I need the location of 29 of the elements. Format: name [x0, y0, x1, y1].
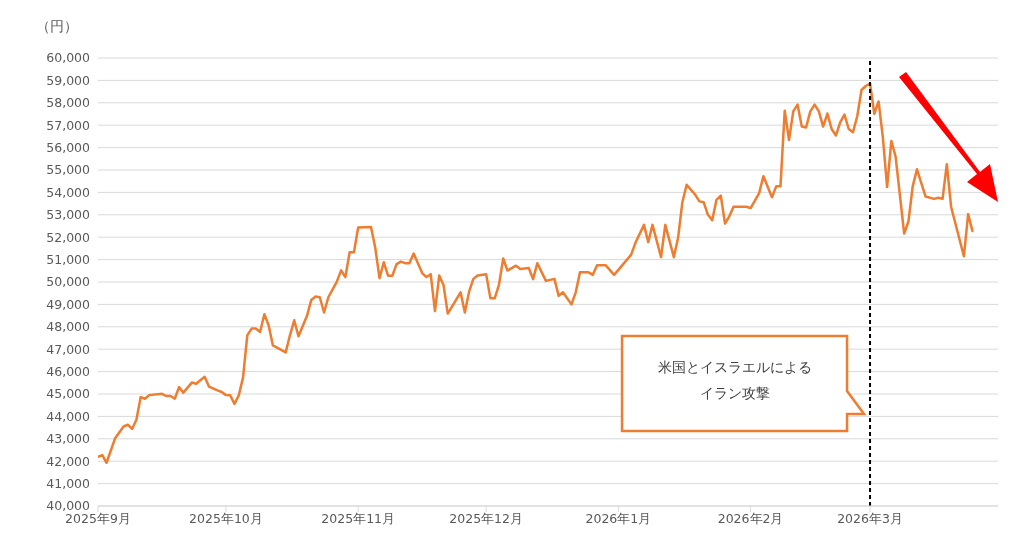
y-tick-label: 59,000 — [46, 72, 91, 88]
y-tick-label: 46,000 — [46, 364, 91, 380]
y-tick-label: 57,000 — [46, 117, 91, 133]
y-tick-label: 55,000 — [46, 162, 91, 178]
y-tick-label: 47,000 — [46, 341, 91, 357]
x-tick-label: 2026年3月 — [837, 510, 903, 526]
y-tick-label: 42,000 — [46, 453, 91, 469]
y-axis-title: （円） — [36, 18, 78, 36]
x-tick-label: 2026年2月 — [717, 510, 784, 526]
y-tick-label: 60,000 — [46, 50, 91, 66]
y-tick-label: 45,000 — [46, 386, 91, 402]
annotation: 米国とイスラエルによるイラン攻撃 — [656, 358, 813, 403]
y-tick-label: 54,000 — [46, 184, 91, 200]
y-tick-label: 58,000 — [46, 95, 91, 111]
y-tick-label: 50,000 — [46, 274, 91, 290]
x-tick-label: 2025年10月 — [189, 510, 263, 526]
line-series — [98, 82, 974, 465]
y-tick-label: 56,000 — [46, 140, 91, 156]
y-tick-label: 52,000 — [46, 229, 91, 245]
y-tick-label: 48,000 — [46, 319, 91, 335]
y-tick-label: 53,000 — [46, 207, 91, 223]
y-tick-label: 43,000 — [46, 431, 91, 447]
y-tick-label: 44,000 — [46, 408, 91, 424]
y-tick-label: 51,000 — [46, 252, 91, 268]
x-tick-label: 2026年1月 — [585, 510, 652, 526]
y-tick-label: 41,000 — [46, 476, 91, 492]
x-tick-label: 2025年11月 — [321, 510, 396, 526]
y-tick-label: 49,000 — [46, 296, 91, 312]
x-tick-label: 2025年12月 — [449, 510, 524, 526]
